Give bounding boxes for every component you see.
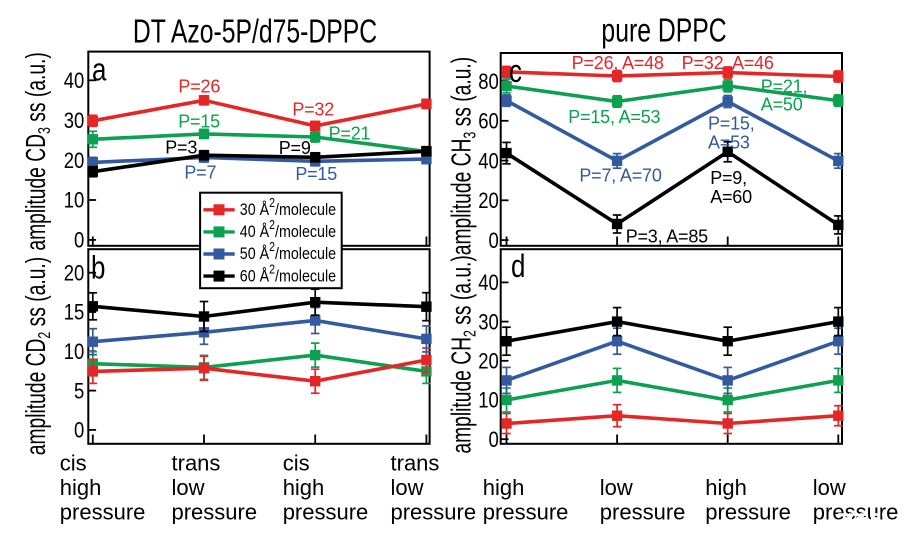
svg-text:P=32, A=46: P=32, A=46: [682, 53, 774, 73]
svg-text:pressure: pressure: [172, 500, 258, 525]
svg-text:20: 20: [478, 190, 499, 214]
svg-text:low: low: [813, 475, 846, 500]
svg-text:amplitude CH2 ss (a.u.): amplitude CH2 ss (a.u.): [446, 255, 480, 453]
svg-text:30 Å2/molecule: 30 Å2/molecule: [240, 197, 337, 219]
svg-text:P=7, A=70: P=7, A=70: [579, 166, 661, 186]
svg-text:cis: cis: [60, 450, 87, 475]
svg-text:pressure: pressure: [483, 500, 569, 525]
svg-text:P=15: P=15: [295, 164, 337, 184]
svg-text:A=50: A=50: [761, 95, 803, 115]
svg-text:P=15, A=53: P=15, A=53: [568, 107, 660, 127]
svg-text:cis: cis: [283, 450, 310, 475]
svg-text:50 Å2/molecule: 50 Å2/molecule: [240, 241, 337, 263]
svg-text:low: low: [172, 475, 205, 500]
svg-text:pure DPPC: pure DPPC: [601, 13, 726, 49]
svg-text:P=9,: P=9,: [710, 168, 747, 188]
svg-text:pressure: pressure: [391, 500, 477, 525]
svg-text:high: high: [283, 475, 325, 500]
svg-text:high: high: [60, 475, 102, 500]
svg-text:d: d: [511, 250, 525, 285]
svg-text:P=21,: P=21,: [761, 76, 808, 96]
svg-text:30: 30: [478, 311, 499, 335]
svg-text:low: low: [391, 475, 424, 500]
svg-text:40: 40: [478, 150, 499, 174]
svg-text:80: 80: [478, 70, 499, 94]
svg-text:0: 0: [74, 229, 84, 253]
svg-text:15: 15: [64, 301, 85, 325]
svg-text:pressure: pressure: [705, 500, 791, 525]
svg-text:0: 0: [489, 229, 499, 253]
svg-text:40: 40: [478, 272, 499, 296]
svg-text:P=26, A=48: P=26, A=48: [572, 53, 664, 73]
svg-text:trans: trans: [172, 450, 221, 475]
svg-text:amplitude CD2 ss (a.u.): amplitude CD2 ss (a.u.): [21, 257, 55, 455]
svg-text:P=15,: P=15,: [708, 114, 755, 134]
svg-text:amplitude CD3 ss (a.u.): amplitude CD3 ss (a.u.): [21, 52, 55, 250]
svg-text:P=15: P=15: [178, 111, 220, 131]
svg-text:b: b: [91, 251, 105, 286]
svg-text:P=7: P=7: [184, 163, 216, 183]
svg-text:amplitude CH3 ss (a.u.): amplitude CH3 ss (a.u.): [446, 57, 480, 255]
svg-text:10: 10: [64, 189, 85, 213]
svg-text:a: a: [92, 53, 107, 88]
svg-text:30: 30: [64, 109, 85, 133]
svg-text:P=21: P=21: [329, 123, 371, 143]
svg-text:60 Å2/molecule: 60 Å2/molecule: [240, 264, 337, 286]
svg-text:DT Azo-5P/d75-DPPC: DT Azo-5P/d75-DPPC: [133, 14, 377, 50]
svg-text:20: 20: [64, 262, 85, 286]
svg-text:20: 20: [64, 149, 85, 173]
svg-text:P=3: P=3: [165, 138, 197, 158]
svg-text:pressure: pressure: [283, 500, 369, 525]
svg-text:A=53: A=53: [708, 133, 750, 153]
svg-text:40 Å2/molecule: 40 Å2/molecule: [240, 219, 337, 241]
svg-text:0: 0: [74, 419, 84, 443]
svg-text:high: high: [483, 475, 525, 500]
svg-text:low: low: [600, 475, 633, 500]
svg-text:A=60: A=60: [710, 187, 752, 207]
svg-text:high: high: [705, 475, 747, 500]
svg-text:trans: trans: [391, 450, 440, 475]
svg-text:pressure: pressure: [60, 500, 146, 525]
svg-text:60: 60: [478, 110, 499, 134]
svg-text:10: 10: [478, 389, 499, 413]
svg-text:pressure: pressure: [600, 500, 686, 525]
svg-text:0: 0: [489, 428, 499, 452]
svg-text:c: c: [509, 55, 522, 90]
svg-text:5: 5: [74, 380, 84, 404]
svg-text:20: 20: [478, 350, 499, 374]
svg-text:40: 40: [64, 70, 85, 94]
svg-text:P=32: P=32: [292, 99, 334, 119]
svg-text:P=3, A=85: P=3, A=85: [626, 227, 708, 247]
svg-text:pressure: pressure: [813, 500, 899, 525]
svg-text:P=9: P=9: [279, 138, 311, 158]
svg-text:P=26: P=26: [178, 77, 220, 97]
svg-text:10: 10: [64, 341, 85, 365]
